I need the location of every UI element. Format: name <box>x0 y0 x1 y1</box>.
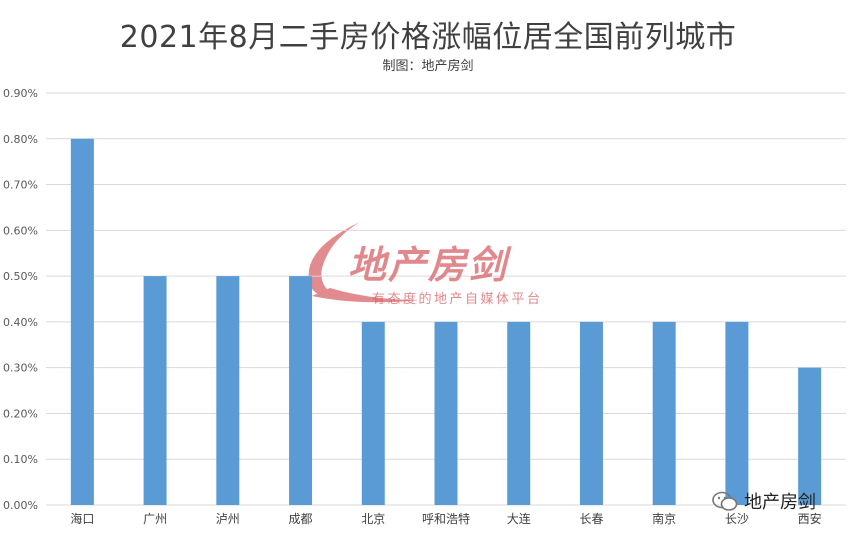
x-tick-label: 呼和浩特 <box>422 511 470 526</box>
y-tick-label: 0.90% <box>3 87 38 100</box>
x-tick-label: 成都 <box>289 512 313 526</box>
y-tick-label: 0.10% <box>3 453 38 466</box>
x-tick-label: 北京 <box>361 512 385 526</box>
x-tick-label: 南京 <box>652 511 676 526</box>
y-tick-label: 0.20% <box>3 407 38 420</box>
bar-9 <box>652 321 676 505</box>
y-tick-label: 0.00% <box>3 499 38 512</box>
bar-2 <box>143 276 167 505</box>
x-tick-label: 广州 <box>143 512 167 526</box>
y-tick-label: 0.50% <box>3 270 38 283</box>
watermark-corner-label: 地产房剑 <box>744 492 816 513</box>
bar-7 <box>507 321 531 505</box>
bar-6 <box>434 321 458 505</box>
watermark-corner: 地产房剑 <box>712 488 816 514</box>
y-tick-label: 0.30% <box>3 362 38 375</box>
chart-subtitle: 制图：地产房剑 <box>382 59 474 74</box>
watermark-swoosh-icon <box>308 222 420 303</box>
y-tick-label: 0.40% <box>3 316 38 329</box>
bar-1 <box>70 138 94 505</box>
y-tick-label: 0.80% <box>3 133 38 146</box>
x-tick-label: 长春 <box>579 512 603 526</box>
bar-5 <box>361 321 385 505</box>
bar-3 <box>216 276 240 505</box>
bar-4 <box>289 276 313 505</box>
x-tick-label: 海口 <box>70 511 94 526</box>
x-tick-label: 长沙 <box>725 512 749 526</box>
watermark-logo-text: 地产房剑 <box>348 243 509 287</box>
y-tick-label: 0.70% <box>3 179 38 192</box>
bar-10 <box>725 321 749 505</box>
x-tick-label: 泸州 <box>216 512 240 526</box>
chart-title: 2021年8月二手房价格涨幅位居全国前列城市 <box>119 20 737 55</box>
x-tick-label: 西安 <box>798 511 822 526</box>
bar-8 <box>579 321 603 505</box>
watermark-slogan: 有态度的地产自媒体平台 <box>372 292 543 307</box>
x-tick-label: 大连 <box>507 511 531 526</box>
bar-11 <box>798 367 822 505</box>
y-tick-label: 0.60% <box>3 224 38 237</box>
wechat-icon <box>712 491 738 511</box>
